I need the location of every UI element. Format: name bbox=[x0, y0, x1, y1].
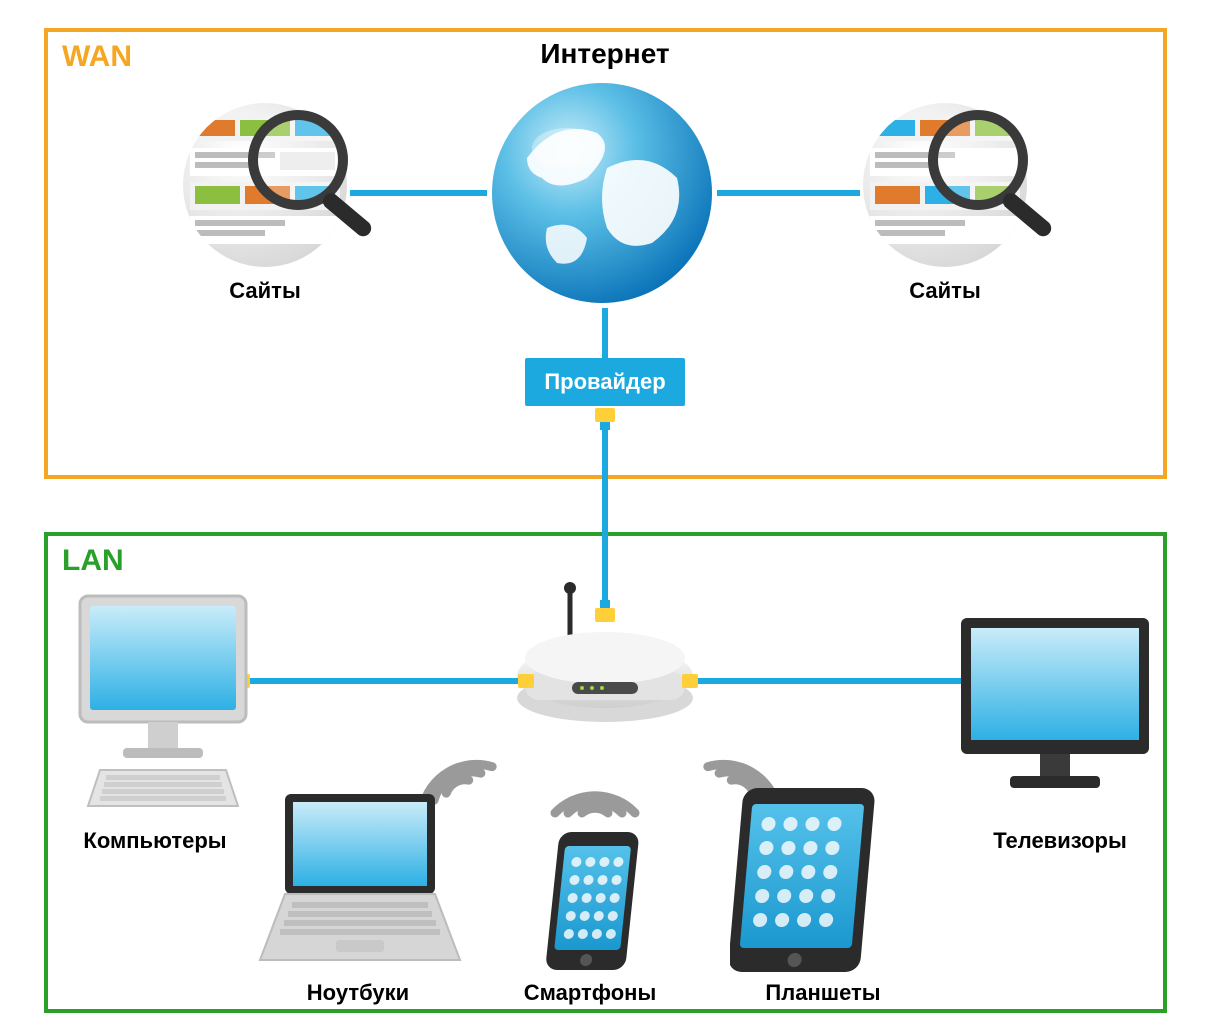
network-diagram: WAN LAN Интернет bbox=[20, 20, 1191, 1013]
tablets-label: Планшеты bbox=[723, 980, 923, 1006]
rj45-top-icon bbox=[591, 408, 619, 430]
smartphone-icon bbox=[544, 828, 654, 978]
cable-router-left bbox=[252, 678, 512, 684]
laptop-icon bbox=[250, 790, 470, 970]
computers-label: Компьютеры bbox=[55, 828, 255, 854]
cable-router-right bbox=[702, 678, 960, 684]
computer-icon bbox=[68, 588, 258, 818]
wifi-arc-center-icon bbox=[540, 748, 650, 828]
rj45-right-a-icon bbox=[682, 670, 706, 692]
laptops-label: Ноутбуки bbox=[258, 980, 458, 1006]
provider-box: Провайдер bbox=[525, 358, 685, 406]
globe-icon bbox=[487, 78, 717, 308]
sites-right-label: Сайты bbox=[845, 278, 1045, 304]
lan-zone-label: LAN bbox=[62, 544, 124, 578]
cable-wan-right bbox=[717, 190, 860, 196]
sites-left-icon bbox=[180, 90, 380, 280]
smartphones-label: Смартфоны bbox=[490, 980, 690, 1006]
tv-icon bbox=[955, 612, 1155, 802]
sites-right-icon bbox=[860, 90, 1060, 280]
rj45-left-b-icon bbox=[510, 670, 534, 692]
tablet-icon bbox=[730, 784, 890, 979]
cable-globe-provider bbox=[602, 308, 608, 358]
internet-label: Интернет bbox=[505, 38, 705, 70]
router-icon bbox=[510, 580, 700, 730]
televisions-label: Телевизоры bbox=[960, 828, 1160, 854]
wan-zone-label: WAN bbox=[62, 40, 132, 74]
sites-left-label: Сайты bbox=[165, 278, 365, 304]
